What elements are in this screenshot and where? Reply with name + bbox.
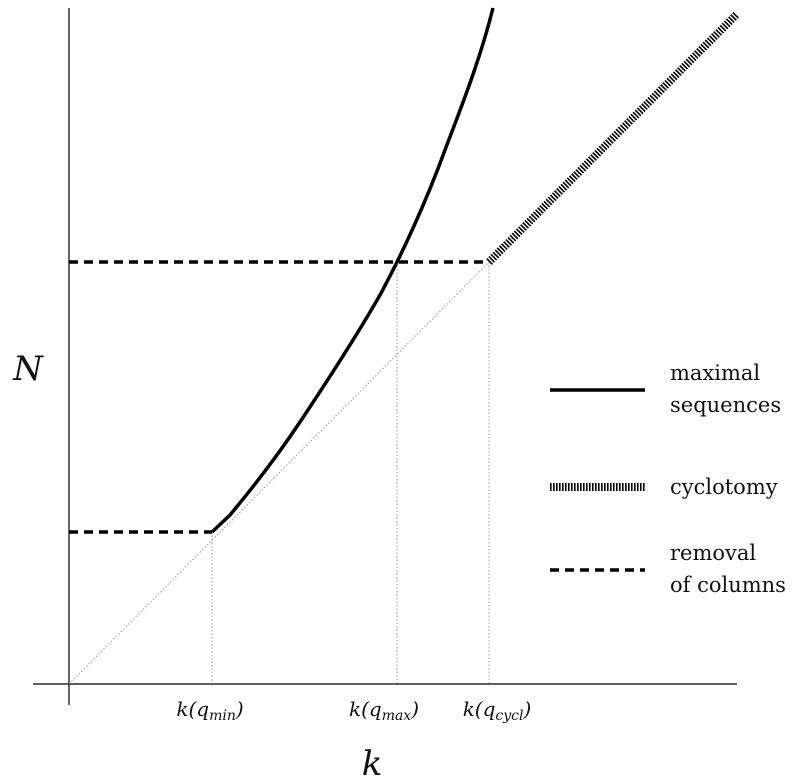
tick-base: k(q [349, 697, 382, 721]
tick-sub: cycl [495, 708, 523, 724]
tick-close: ) [235, 697, 244, 721]
y-label: N [12, 349, 44, 389]
tick-close: ) [410, 697, 419, 721]
diagonal [68, 261, 490, 685]
tick-label: k(qmin) [176, 697, 243, 724]
cyclotomy-line [486, 11, 740, 265]
tick-label: k(qcycl) [463, 697, 532, 724]
tick-base: k(q [463, 697, 496, 721]
legend-text: cyclotomy [670, 475, 778, 499]
tick-close: ) [523, 697, 532, 721]
tick-sub: max [382, 708, 412, 724]
tick-sub: min [209, 708, 236, 724]
legend-text: of columns [670, 573, 786, 597]
tick-label: k(qmax) [349, 697, 419, 724]
legend-text: sequences [670, 393, 781, 417]
x-label: k [362, 744, 383, 784]
legend-text: maximal [670, 361, 760, 385]
legend-text: removal [670, 541, 756, 565]
maximal-curve [210, 7, 495, 534]
tick-base: k(q [176, 697, 209, 721]
